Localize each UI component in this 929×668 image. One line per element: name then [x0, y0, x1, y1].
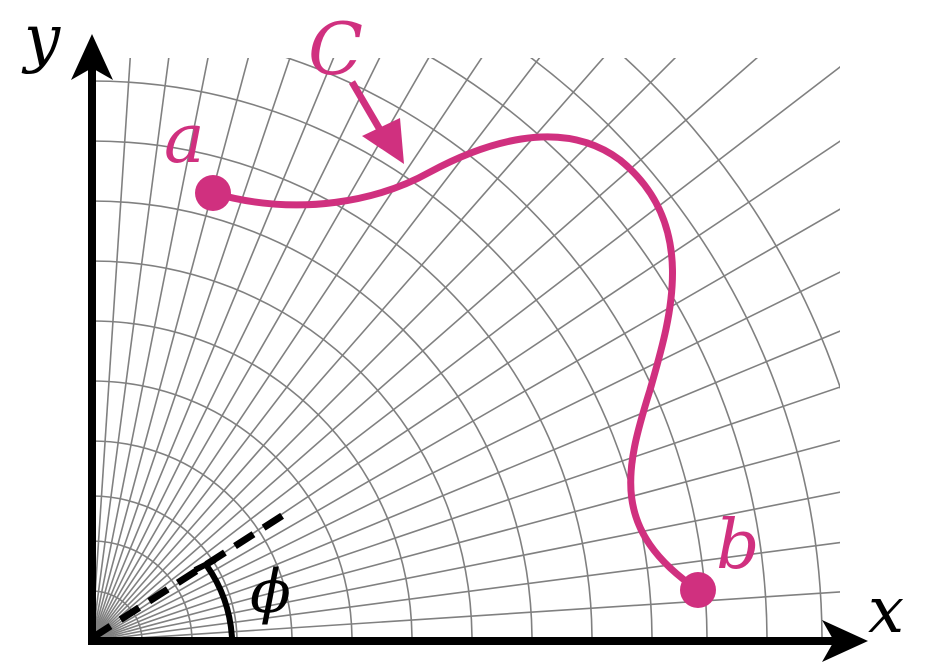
grid-spoke — [92, 208, 840, 640]
grid-spoke — [92, 58, 170, 640]
y-axis-arrowhead — [71, 34, 113, 80]
grid-spoke — [92, 58, 430, 640]
curve-c — [209, 133, 702, 594]
point-b-label: b — [716, 506, 760, 585]
curve-label: C — [308, 7, 363, 91]
x-axis-label: x — [868, 574, 904, 648]
angle-reference-line — [90, 509, 290, 641]
point-a-label: a — [164, 100, 205, 179]
grid-spoke — [92, 491, 840, 640]
grid-spoke — [92, 386, 840, 640]
grid-spoke — [92, 58, 209, 640]
angle-arc-tick — [193, 557, 217, 573]
grid-spoke — [92, 58, 758, 640]
grid-spoke — [92, 58, 291, 640]
grid-spoke — [92, 330, 840, 640]
grid-spoke — [92, 58, 250, 640]
x-axis-arrowhead — [822, 620, 868, 662]
grid-spoke — [92, 58, 605, 640]
grid-spoke — [93, 541, 840, 640]
grid-spoke — [92, 58, 132, 640]
grid-arc — [623, 58, 840, 390]
angle-label: ϕ — [250, 557, 291, 627]
grid-spoke — [92, 58, 335, 640]
point-b — [680, 572, 716, 608]
grid-spoke — [92, 140, 840, 640]
grid-spoke — [92, 58, 677, 640]
polar-grid — [92, 58, 840, 640]
point-a — [195, 175, 231, 211]
angle-arc — [204, 564, 235, 639]
grid-spoke — [92, 271, 840, 640]
curve-pointer-arrowhead — [362, 118, 404, 164]
grid-spoke — [92, 58, 381, 640]
grid-spoke — [92, 66, 840, 640]
grid-spoke — [92, 58, 541, 640]
grid-spoke — [95, 591, 840, 640]
y-axis-label: y — [21, 2, 61, 76]
grid-spoke — [92, 439, 840, 640]
